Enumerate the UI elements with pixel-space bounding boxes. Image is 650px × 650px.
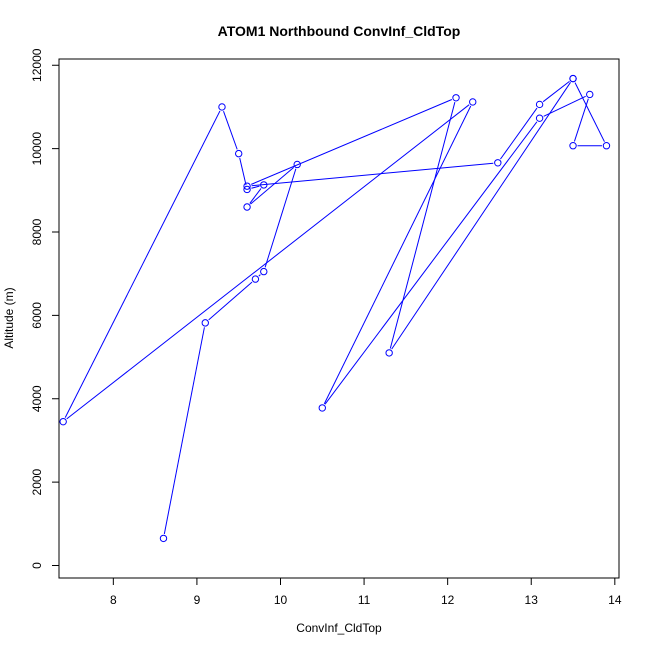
series-segment	[251, 162, 494, 187]
data-point	[260, 267, 268, 276]
series-segment	[66, 104, 470, 420]
x-tick-label: 13	[525, 593, 539, 607]
series-segment	[239, 157, 247, 186]
x-tick-label: 11	[358, 593, 371, 607]
y-tick-label: 4000	[30, 385, 44, 412]
series-segment	[250, 166, 295, 205]
y-tick-label: 6000	[30, 302, 44, 329]
series-segment	[64, 110, 221, 418]
series-segment	[391, 82, 571, 350]
x-axis: 8 9 10 11 12 13 14	[110, 577, 622, 607]
y-tick-label: 2000	[30, 468, 44, 495]
series-segment	[251, 185, 260, 189]
y-axis-label: Altitude (m)	[2, 287, 16, 348]
y-tick-label: 8000	[30, 218, 44, 245]
data-point	[235, 149, 243, 158]
data-point	[535, 114, 544, 122]
data-point	[494, 159, 502, 167]
series-segment	[500, 107, 538, 160]
x-axis-label: ConvInf_CldTop	[296, 621, 382, 635]
series-segment	[542, 80, 570, 103]
data-point	[59, 417, 67, 426]
series-layer	[59, 74, 611, 543]
chart-title: ATOM1 Northbound ConvInf_CldTop	[218, 23, 461, 39]
y-tick-label: 0	[30, 562, 44, 569]
series-segment	[324, 121, 538, 405]
series-segment	[573, 98, 589, 142]
series-segment	[208, 281, 253, 321]
data-point	[243, 185, 251, 194]
y-axis: 0 2000 4000 6000 8000 10000 12000	[30, 48, 60, 569]
series-segment	[574, 82, 605, 142]
series-segment	[543, 95, 586, 117]
data-point	[569, 142, 577, 150]
y-tick-label: 12000	[30, 48, 44, 82]
data-point	[251, 275, 260, 283]
data-point	[569, 74, 577, 83]
series-segment	[249, 188, 262, 204]
series-segment	[223, 111, 238, 150]
data-point	[469, 98, 477, 106]
data-point	[243, 182, 251, 190]
data-point	[218, 103, 226, 111]
data-point	[201, 319, 209, 327]
data-point	[243, 203, 251, 211]
x-tick-label: 14	[608, 593, 622, 607]
data-point	[535, 100, 544, 109]
series-segment	[258, 274, 261, 277]
series-segment	[389, 101, 456, 349]
series-segment	[163, 327, 205, 535]
x-tick-label: 9	[194, 593, 201, 607]
data-point	[452, 94, 460, 102]
x-tick-label: 12	[441, 593, 455, 607]
plot-frame	[58, 58, 620, 579]
series-segment	[323, 105, 472, 405]
data-point	[385, 349, 393, 357]
y-tick-label: 10000	[30, 132, 44, 166]
x-tick-label: 8	[110, 593, 117, 607]
series-segment	[251, 99, 453, 185]
data-point	[586, 90, 594, 99]
series-segment	[264, 168, 297, 268]
data-point	[159, 534, 168, 543]
x-tick-label: 10	[274, 593, 288, 607]
data-point	[602, 142, 611, 150]
data-point	[260, 181, 268, 189]
data-point	[293, 160, 301, 169]
data-point	[318, 404, 326, 412]
